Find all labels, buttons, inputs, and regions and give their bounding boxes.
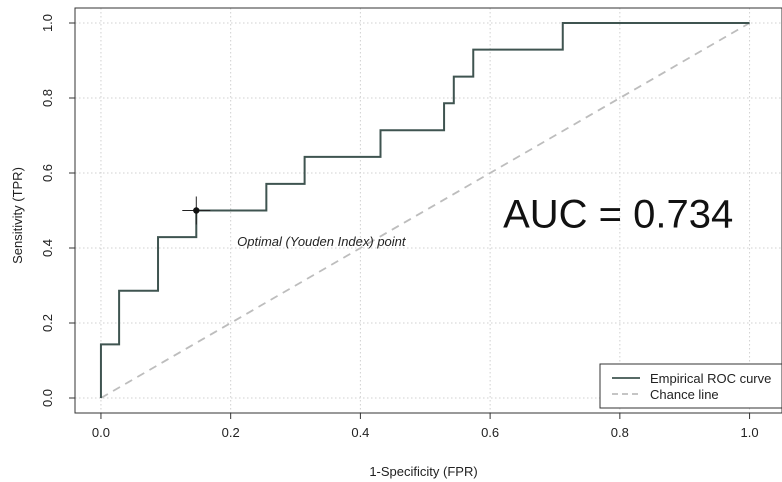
legend-label-chance: Chance line <box>650 387 719 402</box>
legend-label-roc: Empirical ROC curve <box>650 371 771 386</box>
points-layer <box>182 196 211 225</box>
y-tick-label: 0.0 <box>40 389 55 407</box>
y-tick-label: 0.6 <box>40 164 55 182</box>
axis-ticks: 0.0 0.2 0.4 0.6 0.8 1.0 0.0 0.2 0.4 0.6 0.8 1.0 <box>40 14 759 440</box>
series-layer <box>99 22 751 399</box>
x-tick-label: 0.6 <box>481 425 499 440</box>
y-tick-label: 0.2 <box>40 314 55 332</box>
optimal-point-annotation: Optimal (Youden Index) point <box>237 234 407 249</box>
roc-curve-line <box>99 22 750 398</box>
y-tick-label: 0.8 <box>40 89 55 107</box>
y-tick-label: 1.0 <box>40 14 55 32</box>
plot-frame <box>74 7 782 414</box>
y-tick-label: 0.4 <box>40 239 55 257</box>
y-axis-title: Sensitivity (TPR) <box>10 167 25 264</box>
x-tick-label: 0.8 <box>611 425 629 440</box>
x-tick-label: 0.2 <box>222 425 240 440</box>
x-axis-title: 1-Specificity (FPR) <box>369 464 477 479</box>
auc-annotation: AUC = 0.734 <box>503 192 733 236</box>
optimal-point-marker <box>193 207 200 214</box>
legend-box <box>599 363 782 409</box>
x-tick-label: 0.4 <box>351 425 369 440</box>
legend: Empirical ROC curve Chance line <box>599 363 782 409</box>
x-tick-label: 1.0 <box>741 425 759 440</box>
x-tick-label: 0.0 <box>92 425 110 440</box>
